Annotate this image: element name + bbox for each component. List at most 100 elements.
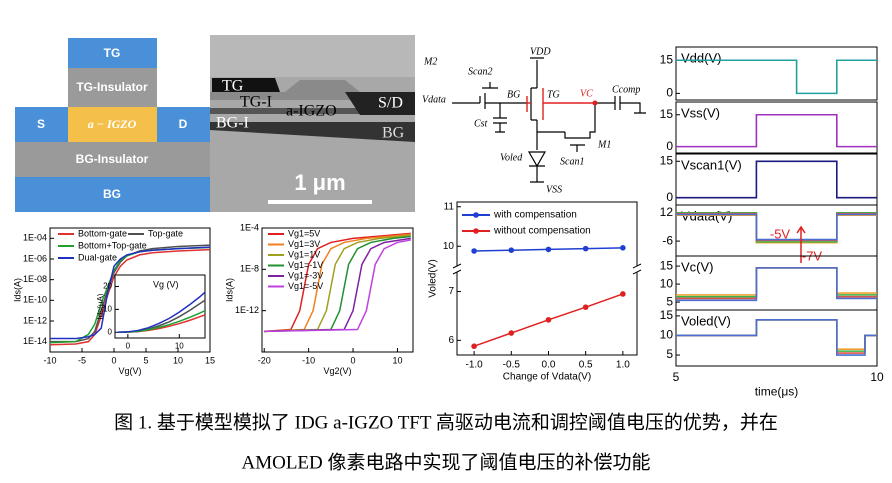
legend-label: Bottom-gate	[78, 228, 127, 238]
circuit-label: M1	[597, 139, 611, 150]
driver-gates	[526, 88, 595, 120]
data-line	[49, 248, 211, 346]
x-axis-label: Vg2(V)	[323, 366, 351, 376]
bg-layer	[15, 177, 210, 212]
circuit-label: VSS	[546, 184, 562, 195]
circuit-label: BG	[507, 89, 520, 100]
x-tick-label: 0.0	[542, 360, 556, 371]
y-tick-label: 1E-06	[23, 253, 47, 263]
device-label: a − IGZO	[88, 117, 137, 131]
data-point	[582, 245, 589, 252]
x-tick-label: 15	[205, 355, 215, 365]
y-tick-label: 10	[660, 276, 674, 290]
device-diagram: TG TG-Insulator S a − IGZO D BG-Insulato…	[15, 38, 210, 212]
driver-wire	[530, 60, 565, 150]
legend-label: Vg1=-5V	[288, 281, 323, 291]
x-axis-label: time(μs)	[755, 385, 799, 399]
legend-marker	[473, 212, 479, 218]
d-layer	[157, 107, 210, 142]
break-mark	[632, 269, 642, 275]
y-tick-label: 1E-12	[235, 305, 259, 315]
device-label: S	[37, 117, 45, 131]
y-tick-label: 1E-4	[240, 222, 259, 232]
tem-label: BG	[382, 125, 405, 142]
legend-label: Vg1=3V	[288, 239, 320, 249]
data-line	[50, 244, 211, 343]
y-tick-label: 1E-10	[23, 295, 47, 305]
tg-insulator-layer	[68, 68, 157, 107]
x-tick-label: -0.5	[503, 360, 521, 371]
x-tick-label: 10	[175, 341, 184, 350]
y-tick-label: 15	[660, 107, 674, 121]
data-line	[264, 233, 411, 333]
data-line	[676, 59, 877, 95]
data-line	[264, 235, 411, 333]
y-axis-label: Ids(μA)	[96, 293, 105, 319]
data-line	[264, 237, 411, 333]
device-label: TG-Insulator	[76, 80, 148, 94]
axis-break	[453, 266, 641, 272]
y-tick-label: 5	[666, 347, 673, 361]
circuit-label: VDD	[530, 46, 551, 57]
y-tick-label: 15	[660, 52, 674, 66]
y-tick-label: -6	[662, 233, 673, 247]
y-axis-label: Ids(A)	[224, 278, 234, 302]
x-tick-label: 0	[126, 341, 131, 350]
legend-label: Vg1=-1V	[288, 260, 323, 270]
y-tick-label: 11	[444, 201, 455, 212]
data-point	[620, 291, 626, 297]
legend-label: Top-gate	[148, 228, 183, 238]
circuit-label: Cst	[474, 118, 488, 129]
y-axis-label: Ids(A)	[12, 278, 22, 302]
data-point	[545, 246, 552, 253]
y-tick-label: 15	[660, 153, 674, 167]
x-tick-label: 1.0	[616, 360, 630, 371]
circuit-label: TG	[547, 89, 560, 100]
tem-label: TG	[222, 78, 244, 95]
y-tick-label: 5	[666, 294, 673, 308]
plot-frame	[675, 101, 878, 154]
data-line	[50, 246, 211, 340]
data-point	[582, 304, 589, 310]
legend-label: with compensation	[493, 210, 577, 221]
circuit: M2 Scan2 VDD Vdata BG TG VC Ccomp Cst M1…	[422, 46, 646, 195]
y-tick-label: 0	[666, 86, 673, 100]
data-point	[471, 248, 477, 254]
x-tick-label: 0	[111, 355, 116, 365]
circuit-label: VC	[580, 88, 593, 99]
x-tick-label: 5	[143, 355, 148, 365]
plot-frame	[49, 227, 211, 353]
data-point	[471, 343, 477, 350]
data-point	[545, 317, 552, 323]
data-point	[620, 245, 626, 251]
y-tick-label: 20	[103, 282, 112, 291]
tem-image: TG TG-I a-IGZO S/D BG-I BG 1 μm	[210, 35, 415, 212]
y-tick-label: 1E-04	[23, 233, 47, 243]
legend-label: Vg1=1V	[288, 249, 320, 259]
y-tick-label: 15	[660, 258, 674, 272]
scale-label: 1 μm	[294, 170, 345, 195]
tem-tg	[212, 78, 280, 92]
plot-frame	[675, 46, 878, 101]
oled	[527, 151, 547, 183]
x-tick-label: 5	[673, 370, 680, 384]
y-tick-label: 0	[108, 327, 113, 336]
tem-label: TG-I	[240, 94, 272, 111]
circuit-label: Ccomp	[612, 84, 640, 95]
vdd-bar	[530, 57, 544, 121]
y-tick-label: 15	[660, 308, 674, 322]
y-tick-label: 1E-8	[240, 264, 259, 274]
break-mark	[632, 263, 642, 269]
tem-bg	[210, 122, 415, 142]
legend-label: without compensation	[493, 226, 591, 237]
y-tick-label: 0	[666, 139, 673, 153]
caption-line: AMOLED 像素电路中实现了阈值电压的补偿功能	[241, 451, 650, 473]
annotation: -5V	[770, 226, 791, 241]
legend-label: Dual-gate	[78, 252, 117, 262]
tg-layer	[68, 38, 157, 68]
panel-title: Vss(V)	[681, 105, 720, 120]
data-line	[676, 318, 877, 356]
panel-title: Voled(V)	[681, 313, 731, 328]
y-tick-label: 6	[448, 335, 454, 346]
panel-title: Vscan1(V)	[681, 157, 742, 172]
